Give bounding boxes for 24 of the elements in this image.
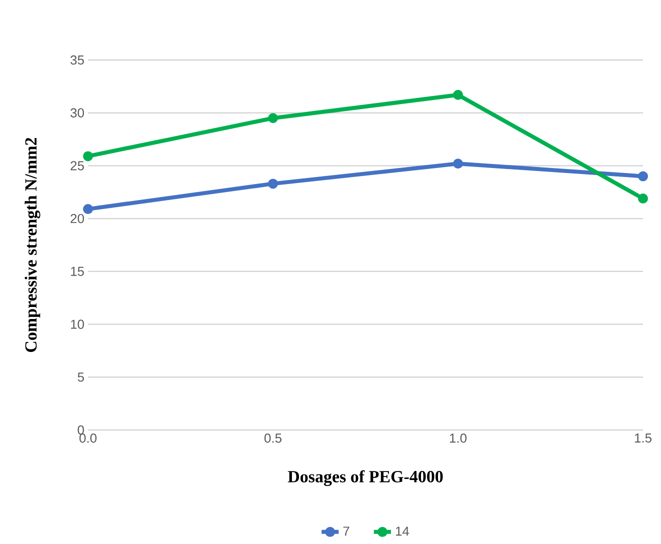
y-tick-label: 5 bbox=[78, 372, 84, 382]
y-tick-label: 0 bbox=[78, 425, 84, 435]
y-axis-title: Compressive strength N/mm2 bbox=[24, 138, 40, 352]
y-tick-label: 25 bbox=[70, 161, 84, 170]
point bbox=[268, 113, 278, 124]
y-tick-label: 20 bbox=[70, 214, 84, 224]
x-tick-label: 1.5 bbox=[634, 434, 652, 443]
point bbox=[268, 178, 278, 189]
x-tick-label: 1.0 bbox=[450, 434, 467, 443]
point bbox=[453, 90, 464, 100]
y-tick-label: 15 bbox=[70, 266, 84, 276]
point bbox=[83, 204, 93, 214]
legend-label: 7 bbox=[343, 526, 350, 536]
point bbox=[638, 171, 648, 182]
point bbox=[453, 158, 464, 169]
legend-label: 14 bbox=[396, 526, 410, 536]
point bbox=[83, 151, 93, 162]
y-tick-label: 30 bbox=[70, 108, 84, 118]
x-tick-label: 0.5 bbox=[264, 434, 282, 443]
point bbox=[638, 193, 648, 204]
x-axis-title: Dosages of PEG-4000 bbox=[288, 470, 443, 486]
x-tick-label: 0.0 bbox=[79, 434, 97, 443]
y-tick-label: 35 bbox=[70, 55, 84, 65]
y-tick-label: 10 bbox=[70, 320, 84, 329]
